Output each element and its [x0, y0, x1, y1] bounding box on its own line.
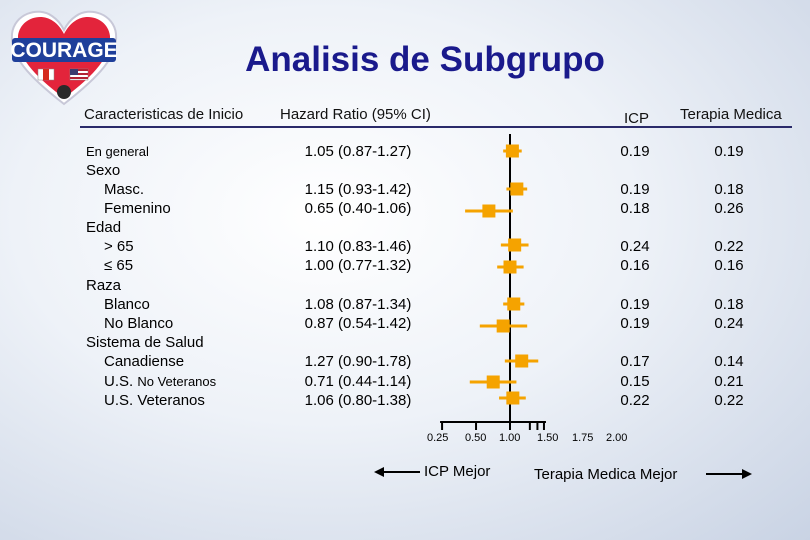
arrow-right-icon — [706, 469, 752, 479]
pci-value-non-white: 0.19 — [620, 315, 650, 332]
hr-text-white: 1.08 (0.87-1.34) — [304, 296, 412, 313]
medical-value-us-non-veterans: 0.21 — [714, 373, 744, 390]
label-age-under-65: ≤ 65 — [104, 257, 134, 274]
label-male: Masc. — [104, 181, 145, 198]
hr-text-non-white: 0.87 (0.54-1.42) — [304, 315, 412, 332]
header-characteristics: Caracteristicas de Inicio — [84, 106, 244, 123]
hr-text-canadian: 1.27 (0.90-1.78) — [304, 353, 412, 370]
label-health-system: Sistema de Salud — [86, 334, 204, 351]
medical-value-canadian: 0.14 — [714, 353, 744, 370]
label-sex: Sexo — [86, 162, 121, 179]
hr-text-male: 1.15 (0.93-1.42) — [304, 181, 412, 198]
hr-marker — [508, 238, 522, 252]
hr-marker — [507, 297, 521, 311]
header-hazard-ratio: Hazard Ratio (95% CI) — [280, 106, 431, 123]
medical-value-female: 0.26 — [714, 200, 744, 217]
header-medical-therapy: Terapia Medica — [680, 106, 782, 123]
legend-medical-better: Terapia Medica Mejor — [534, 466, 678, 483]
logo-text: COURAGE — [10, 39, 117, 62]
label-us-veterans: U.S. Veteranos — [104, 392, 205, 409]
label-us-non-veterans: U.S. No Veteranos — [104, 373, 216, 390]
hr-marker — [486, 375, 500, 389]
hr-text-female: 0.65 (0.40-1.06) — [304, 200, 412, 217]
label-overall: En general — [86, 144, 149, 159]
medical-value-non-white: 0.24 — [714, 315, 744, 332]
tick-label-1-75: 1.75 — [572, 432, 594, 444]
hr-text-overall: 1.05 (0.87-1.27) — [304, 143, 412, 160]
header-pci: ICP — [624, 110, 650, 127]
hr-marker — [506, 391, 520, 405]
label-us-prefix: U.S. — [104, 373, 134, 390]
hr-marker — [510, 182, 524, 196]
hr-marker — [503, 260, 517, 274]
medical-value-white: 0.18 — [714, 296, 744, 313]
label-age-over-65: > 65 — [104, 238, 134, 255]
pci-value-us-non-veterans: 0.15 — [620, 373, 650, 390]
pci-value-female: 0.18 — [620, 200, 650, 217]
label-canadian: Canadiense — [104, 353, 185, 370]
tick-label-0-25: 0.25 — [427, 432, 449, 444]
logo-banner — [12, 38, 116, 62]
pci-value-age-under-65: 0.16 — [620, 257, 650, 274]
tick-label-1-50: 1.50 — [537, 432, 559, 444]
pci-value-canadian: 0.17 — [620, 353, 650, 370]
medical-value-us-veterans: 0.22 — [714, 392, 744, 409]
label-race: Raza — [86, 277, 122, 294]
hr-marker — [515, 354, 529, 368]
medical-value-age-under-65: 0.16 — [714, 257, 744, 274]
slide-title: Analisis de Subgrupo — [245, 40, 605, 79]
pci-value-white: 0.19 — [620, 296, 650, 313]
pci-value-overall: 0.19 — [620, 143, 650, 160]
va-seal-icon — [57, 85, 71, 99]
medical-value-overall: 0.19 — [714, 143, 744, 160]
legend-pci-better: ICP Mejor — [424, 463, 491, 480]
pci-value-us-veterans: 0.22 — [620, 392, 650, 409]
label-white: Blanco — [104, 296, 150, 313]
tick-label-2-00: 2.00 — [606, 432, 628, 444]
hr-marker — [482, 204, 496, 218]
label-non-white: No Blanco — [104, 315, 174, 332]
pci-value-male: 0.19 — [620, 181, 650, 198]
header-divider — [80, 126, 792, 128]
hr-text-age-over-65: 1.10 (0.83-1.46) — [304, 238, 412, 255]
label-non-veterans-suffix: No Veteranos — [137, 374, 217, 389]
pci-value-age-over-65: 0.24 — [620, 238, 650, 255]
arrow-left-icon — [374, 467, 420, 477]
hr-marker — [496, 319, 510, 333]
medical-value-male: 0.18 — [714, 181, 744, 198]
courage-logo: COURAGE — [10, 10, 118, 106]
medical-value-age-over-65: 0.22 — [714, 238, 744, 255]
hr-marker — [505, 144, 519, 158]
label-female: Femenino — [104, 200, 171, 217]
tick-label-1-00: 1.00 — [499, 432, 521, 444]
hr-text-us-non-veterans: 0.71 (0.44-1.14) — [304, 373, 412, 390]
label-age: Edad — [86, 219, 122, 236]
hr-text-us-veterans: 1.06 (0.80-1.38) — [304, 392, 412, 409]
hr-text-age-under-65: 1.00 (0.77-1.32) — [304, 257, 412, 274]
tick-label-0-50: 0.50 — [465, 432, 487, 444]
